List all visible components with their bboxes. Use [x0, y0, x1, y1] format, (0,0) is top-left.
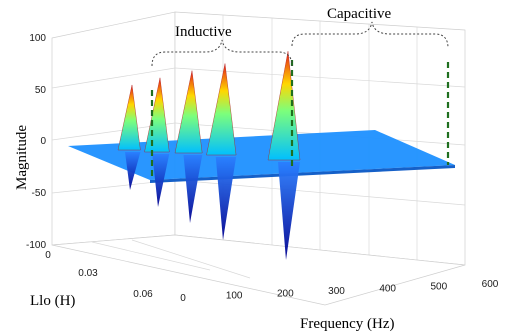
z-tick-label: -100 — [26, 240, 46, 251]
x-tick-label: 200 — [277, 288, 294, 299]
y-axis: 0 0.03 0.06 — [45, 250, 153, 300]
y-tick-label: 0.03 — [78, 268, 98, 279]
z-axis-label: Magnitude — [14, 125, 30, 190]
z-tick-label: -50 — [32, 188, 47, 199]
y-tick-label: 0 — [45, 250, 51, 261]
x-axis: 0 100 200 300 400 500 600 — [180, 279, 499, 304]
x-tick-label: 100 — [226, 291, 243, 302]
y-axis-label: Llo (H) — [30, 293, 75, 309]
y-tick-label: 0.06 — [133, 289, 153, 300]
z-axis: 100 50 0 -50 -100 — [26, 33, 46, 251]
z-tick-label: 100 — [29, 33, 46, 44]
resonance-peak — [206, 63, 237, 156]
capacitive-brace — [291, 21, 449, 49]
z-tick-label: 0 — [40, 136, 46, 147]
anti-resonance-dip — [215, 157, 237, 240]
x-tick-label: 600 — [482, 279, 499, 290]
anti-resonance-dip — [278, 162, 300, 260]
inductive-brace — [151, 39, 293, 67]
anti-resonance-dip — [183, 155, 203, 223]
z-tick-label: 50 — [35, 85, 47, 96]
annotation-braces — [151, 21, 449, 67]
resonance-peak — [174, 70, 203, 154]
surface-layer — [68, 51, 455, 260]
x-tick-label: 400 — [379, 284, 396, 295]
x-tick-label: 500 — [430, 281, 447, 292]
x-axis-label: Frequency (Hz) — [300, 316, 395, 332]
annotation-inductive: Inductive — [175, 24, 232, 40]
annotation-capacitive: Capacitive — [327, 6, 391, 22]
anti-resonance-dip — [152, 154, 170, 207]
x-tick-label: 0 — [180, 293, 186, 304]
anti-resonance-dip — [125, 152, 141, 190]
resonance-peak — [117, 84, 141, 151]
x-tick-label: 300 — [328, 286, 345, 297]
